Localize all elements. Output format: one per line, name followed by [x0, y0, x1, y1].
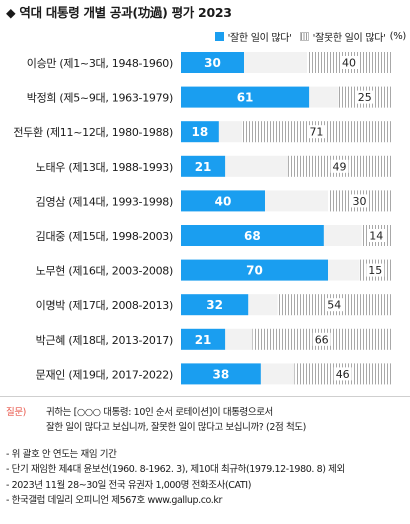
category-label: 문재인 (제19대, 2017-2022)	[36, 368, 173, 381]
value-label-good: 32	[206, 298, 223, 312]
value-label-bad-bg	[340, 56, 358, 69]
value-label-bad: 14	[369, 230, 383, 243]
bar-good	[181, 121, 219, 143]
value-label-bad: 25	[358, 91, 372, 104]
value-label-good: 40	[215, 194, 232, 208]
category-label: 노태우 (제13대, 1988-1993)	[36, 161, 173, 174]
category-label: 전두환 (제11~12대, 1980-1988)	[13, 126, 173, 139]
bar-good	[181, 328, 226, 350]
value-label-good: 30	[204, 56, 221, 70]
value-label-bad: 49	[333, 160, 347, 173]
footnote: - 2023년 11월 28~30일 전국 유권자 1,000명 전화조사(CA…	[6, 480, 251, 491]
value-label-bad: 30	[353, 195, 367, 208]
bar-good	[181, 225, 324, 246]
category-label: 노무현 (제16대, 2003-2008)	[36, 265, 173, 278]
chart-legend: '잘한 일이 많다' '잘못한 일이 많다' (%)	[214, 29, 407, 44]
chart-title: ◆ 역대 대통령 개별 공과(功過) 평가 2023	[6, 5, 232, 20]
value-label-bad-bg	[325, 298, 344, 312]
legend-label-good: '잘한 일이 많다'	[227, 33, 292, 44]
value-label-bad: 54	[327, 299, 341, 312]
value-label-bad-bg	[355, 90, 374, 104]
footnote: - 한국갤럽 데일리 오피니언 제567호 www.gallup.co.kr	[6, 495, 223, 506]
category-label: 이승만 (제1~3대, 1948-1960)	[27, 57, 173, 70]
question-text-line2: 잘한 일이 많다고 보십니까, 잘못한 일이 많다고 보십니까? (2점 척도)	[46, 422, 306, 433]
value-label-bad: 15	[368, 264, 382, 277]
value-label-bad: 40	[342, 57, 356, 70]
bar-good	[181, 155, 226, 177]
category-label: 이명박 (제17대, 2008-2013)	[36, 299, 173, 312]
bar-good	[181, 52, 244, 73]
value-label-bad-bg	[330, 159, 349, 173]
value-label-bad-bg	[350, 194, 369, 208]
notes-divider	[0, 396, 410, 397]
bar-good	[181, 259, 328, 281]
value-label-bad-bg	[367, 229, 386, 242]
legend-unit: (%)	[389, 31, 407, 42]
bar-good	[181, 190, 265, 212]
value-label-good: 61	[237, 91, 254, 105]
value-label-bad-bg	[312, 332, 331, 346]
legend-swatch-bad	[299, 32, 309, 41]
category-label: 김대중 (제15대, 1998-2003)	[36, 230, 173, 243]
legend-label-bad: '잘못한 일이 많다'	[312, 33, 386, 44]
bar-good	[181, 86, 310, 108]
value-label-good: 38	[213, 367, 230, 381]
value-label-bad-bg	[307, 125, 326, 139]
value-label-bad: 66	[315, 333, 329, 346]
question-text-line1: 귀하는 [○○○ 대통령: 10인 순서 로테이션]이 대통령으로서	[46, 407, 273, 418]
stacked-bar-chart: 이승만 (제1~3대, 1948-1960) 30 40 박정희 (제5~9대, 19…	[13, 52, 391, 385]
category-label: 박근혜 (제18대, 2013-2017)	[36, 334, 173, 347]
value-label-bad-bg	[366, 263, 385, 277]
value-label-bad: 46	[336, 368, 350, 381]
value-label-good: 21	[195, 333, 212, 347]
bar-good	[181, 363, 261, 385]
value-label-bad-bg	[333, 367, 352, 381]
bar-good	[181, 294, 249, 316]
value-label-good: 70	[246, 264, 263, 278]
category-label: 박정희 (제5~9대, 1963-1979)	[27, 92, 173, 105]
value-label-good: 18	[192, 125, 209, 139]
footnote: - 위 괄호 안 연도는 재임 기간	[6, 449, 117, 460]
footnote: - 단기 재임한 제4대 윤보선(1960. 8-1962. 3), 제10대 …	[6, 464, 345, 475]
legend-swatch-good	[214, 32, 224, 41]
value-label-good: 68	[244, 229, 261, 243]
question-label: 질문)	[6, 407, 26, 418]
category-label: 김영삼 (제14대, 1993-1998)	[36, 195, 173, 208]
value-label-bad: 71	[309, 126, 323, 139]
value-label-good: 21	[195, 160, 212, 174]
